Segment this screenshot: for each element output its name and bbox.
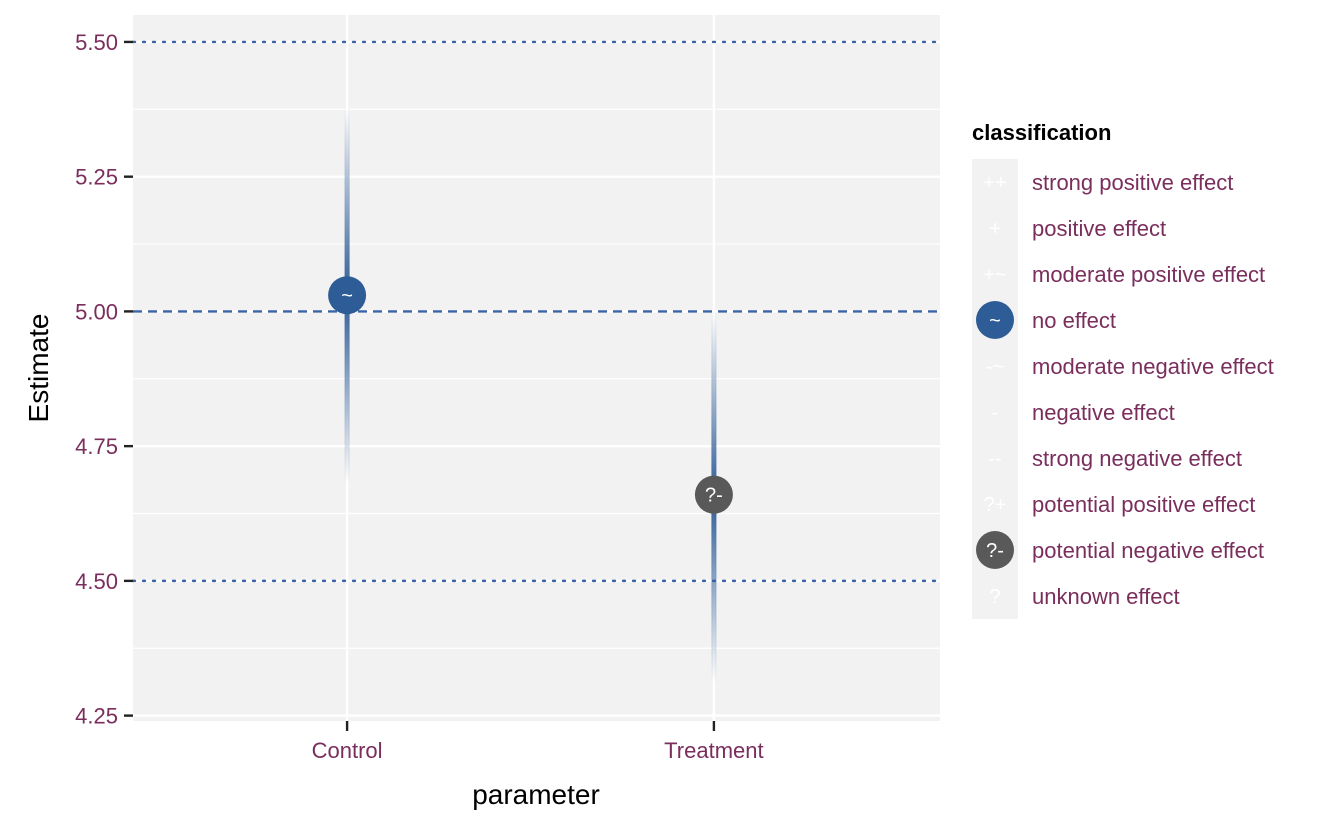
- y-axis-title: Estimate: [23, 314, 54, 423]
- x-tick-label: Control: [312, 738, 383, 763]
- x-tick-label: Treatment: [664, 738, 763, 763]
- legend-key-marker: [976, 301, 1014, 339]
- legend-item: ?- potential negative effect: [976, 531, 1264, 569]
- legend-title: classification: [972, 120, 1111, 145]
- legend-item-label: negative effect: [1032, 400, 1175, 425]
- y-tick-label: 5.50: [75, 30, 118, 55]
- legend-key-symbol: ~: [989, 310, 1001, 332]
- legend-item: + positive effect: [989, 216, 1166, 241]
- legend: classification ++ strong positive effect + p…: [972, 120, 1274, 619]
- y-tick-label: 5.25: [75, 165, 118, 190]
- y-axis: 4.25 4.50 4.75 5.00 5.25 5.50: [75, 30, 133, 729]
- legend-key-symbol: -~: [986, 356, 1004, 378]
- reference-lines: [131, 40, 942, 583]
- legend-item: +~ moderate positive effect: [983, 262, 1265, 287]
- legend-item-label: no effect: [1032, 308, 1116, 333]
- legend-key-symbol: ?: [989, 586, 1000, 608]
- legend-key-symbol: +~: [983, 264, 1006, 286]
- point-control: [328, 276, 367, 315]
- y-tick-label: 4.50: [75, 569, 118, 594]
- legend-item-label: strong negative effect: [1032, 446, 1242, 471]
- point-treatment: [694, 475, 733, 514]
- legend-item-label: moderate negative effect: [1032, 354, 1274, 379]
- legend-key-symbol: ++: [983, 172, 1006, 194]
- legend-item-label: unknown effect: [1032, 584, 1180, 609]
- legend-key-symbol: ?-: [986, 540, 1004, 562]
- legend-item-label: moderate positive effect: [1032, 262, 1265, 287]
- point-label: ?-: [705, 485, 723, 507]
- legend-key-symbol: --: [988, 448, 1001, 470]
- legend-item: ? unknown effect: [989, 584, 1179, 609]
- legend-item: ?+ potential positive effect: [984, 492, 1256, 517]
- legend-item-label: potential negative effect: [1032, 538, 1264, 563]
- point-label: ~: [341, 285, 353, 307]
- points: ~ ?-: [328, 276, 733, 514]
- y-tick-label: 4.25: [75, 704, 118, 729]
- x-axis: Control Treatment: [312, 721, 764, 763]
- legend-item: -~ moderate negative effect: [986, 354, 1274, 379]
- legend-item: ~ no effect: [976, 301, 1116, 339]
- legend-item-label: positive effect: [1032, 216, 1166, 241]
- legend-item: ++ strong positive effect: [983, 170, 1233, 195]
- legend-item: -- strong negative effect: [988, 446, 1242, 471]
- y-tick-label: 5.00: [75, 299, 118, 324]
- legend-item: - negative effect: [992, 400, 1175, 425]
- legend-item-label: strong positive effect: [1032, 170, 1233, 195]
- legend-key-symbol: -: [992, 402, 999, 424]
- legend-key-symbol: +: [989, 218, 1001, 240]
- legend-key-symbol: ?+: [984, 494, 1007, 516]
- y-tick-label: 4.75: [75, 434, 118, 459]
- plot-panel: [133, 15, 940, 721]
- legend-key-marker: [976, 531, 1014, 569]
- x-axis-title: parameter: [472, 779, 600, 810]
- legend-item-label: potential positive effect: [1032, 492, 1255, 517]
